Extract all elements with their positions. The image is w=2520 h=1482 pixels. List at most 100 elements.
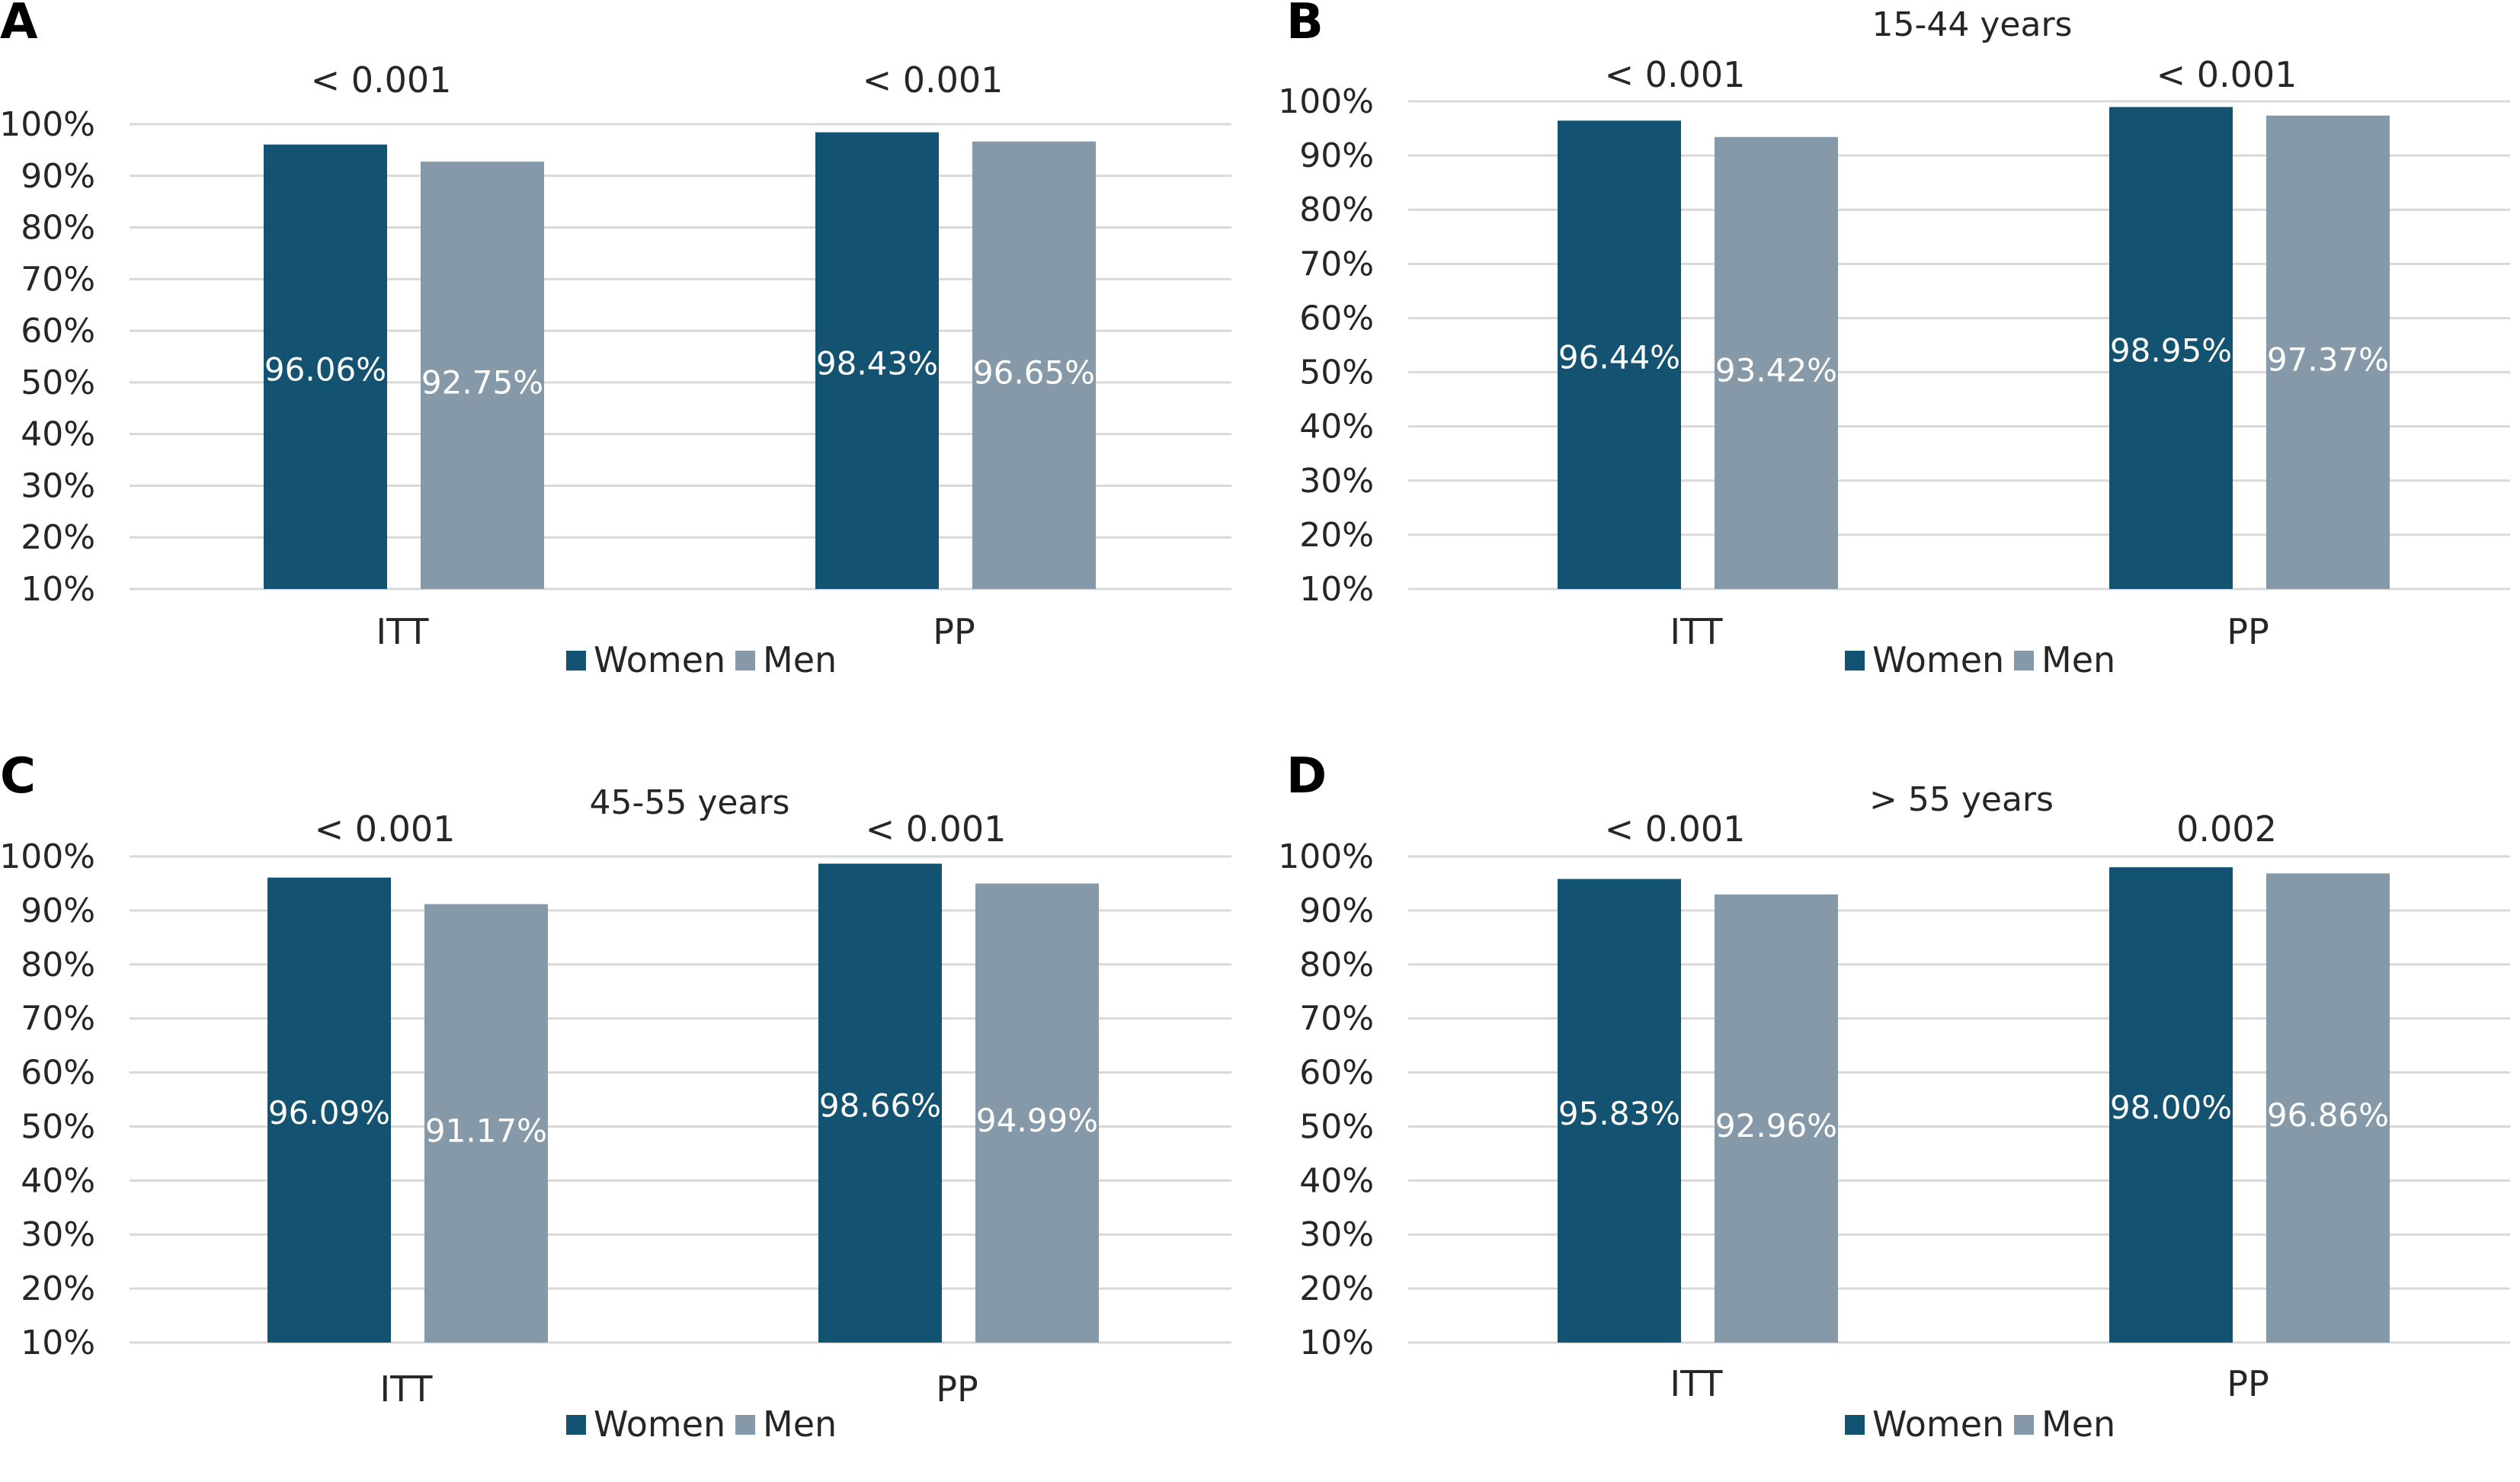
- chart-panel-c: C 45-55 years 10% 20% 30% 40% 50% 60% 70% 80% 90% 1…: [0, 748, 1231, 1445]
- p-value-label: 0.002: [2176, 808, 2277, 850]
- bar-women-itt: [264, 144, 387, 589]
- y-tick-label: 20%: [1299, 516, 1374, 555]
- bar-data-label: 98.66%: [819, 1087, 941, 1125]
- bar-data-label: 92.96%: [1715, 1107, 1837, 1144]
- chart-panel-d: D > 55 years 10% 20% 30% 40% 50% 60% 70% 80% 90% 10…: [1278, 748, 2510, 1445]
- y-tick-label: 90%: [21, 157, 95, 196]
- panel-letter: D: [1286, 748, 1327, 805]
- chart-panel-b: B 15-44 years 10% 20% 30% 40% 50% 60% 70% 80% 90% 1…: [1278, 0, 2510, 680]
- bar-data-label: 96.06%: [264, 350, 386, 388]
- bar-women-pp: [815, 132, 939, 589]
- bar-data-label: 98.95%: [2110, 332, 2232, 370]
- bar-data-label: 98.43%: [816, 344, 938, 382]
- bar-men-pp: [972, 141, 1096, 589]
- y-tick-label: 70%: [21, 260, 95, 299]
- legend-swatch-men: [2014, 1415, 2034, 1435]
- y-tick-label: 70%: [1299, 1000, 1374, 1039]
- bar-women-pp: [818, 863, 942, 1343]
- legend-swatch-women: [566, 651, 586, 671]
- p-value-label: < 0.001: [311, 59, 452, 101]
- legend: Women Men: [566, 639, 837, 680]
- bar-data-label: 92.75%: [421, 364, 543, 402]
- x-category-label: PP: [936, 1368, 978, 1410]
- y-tick-label: 50%: [21, 363, 95, 402]
- bar-women-pp: [2109, 107, 2233, 589]
- bar-women-itt: [1558, 120, 1681, 589]
- bar-data-label: 98.00%: [2110, 1089, 2232, 1126]
- y-tick-label: 50%: [21, 1107, 95, 1146]
- bar-men-itt: [1715, 136, 1838, 589]
- bar-data-label: 96.86%: [2267, 1096, 2389, 1134]
- y-tick-label: 70%: [21, 1000, 95, 1039]
- y-tick-label: 20%: [21, 1269, 95, 1308]
- legend-label-women: Women: [594, 1404, 725, 1445]
- y-tick-label: 100%: [1278, 82, 1374, 121]
- panel-letter: C: [0, 748, 36, 805]
- bar-data-label: 94.99%: [976, 1102, 1098, 1139]
- y-tick-label: 80%: [21, 209, 95, 248]
- y-tick-label: 80%: [1299, 190, 1374, 229]
- x-category-label: PP: [2227, 611, 2269, 652]
- x-category-label: PP: [2227, 1363, 2269, 1404]
- legend-label-women: Women: [1872, 1404, 2004, 1445]
- legend: Women Men: [1845, 1404, 2115, 1445]
- y-tick-label: 100%: [0, 837, 95, 876]
- bar-data-label: 95.83%: [1558, 1095, 1680, 1132]
- x-category-label: ITT: [1670, 611, 1724, 652]
- y-tick-label: 60%: [21, 312, 95, 350]
- legend-label-women: Women: [594, 639, 725, 680]
- bar-data-label: 96.65%: [973, 354, 1095, 391]
- legend-label-men: Men: [2041, 639, 2115, 680]
- y-tick-label: 60%: [1299, 1054, 1374, 1093]
- p-value-label: < 0.001: [315, 808, 456, 850]
- bar-men-pp: [975, 883, 1099, 1343]
- y-tick-label: 20%: [21, 518, 95, 557]
- chart-panel-a: A 10% 20% 30% 40% 50% 60% 70% 80% 90% 100% 96.06% 92…: [0, 0, 1231, 680]
- y-tick-label: 40%: [21, 415, 95, 454]
- y-tick-label: 30%: [1299, 1215, 1374, 1254]
- y-tick-label: 80%: [21, 946, 95, 984]
- legend-swatch-men: [735, 651, 755, 671]
- p-value-label: < 0.001: [866, 808, 1007, 850]
- legend-label-men: Men: [763, 639, 837, 680]
- y-tick-label: 10%: [1299, 570, 1374, 609]
- x-category-label: PP: [933, 611, 975, 652]
- bar-men-itt: [1715, 894, 1838, 1343]
- x-category-label: ITT: [376, 611, 430, 652]
- y-tick-label: 30%: [21, 1215, 95, 1254]
- legend-label-men: Men: [2041, 1404, 2115, 1445]
- y-tick-label: 90%: [1299, 891, 1374, 930]
- x-category-label: ITT: [380, 1368, 434, 1410]
- legend-swatch-women: [566, 1415, 586, 1435]
- y-tick-label: 50%: [1299, 354, 1374, 392]
- y-tick-label: 10%: [21, 570, 95, 609]
- bar-data-label: 96.09%: [268, 1094, 390, 1132]
- bar-men-itt: [421, 162, 544, 589]
- y-tick-label: 40%: [1299, 1161, 1374, 1200]
- y-tick-label: 100%: [0, 105, 95, 144]
- y-tick-label: 80%: [1299, 946, 1374, 984]
- bar-data-label: 93.42%: [1715, 351, 1837, 389]
- x-category-label: ITT: [1670, 1363, 1724, 1404]
- bar-women-itt: [1558, 879, 1681, 1343]
- y-tick-label: 30%: [21, 466, 95, 505]
- bar-men-pp: [2266, 873, 2390, 1343]
- y-tick-label: 20%: [1299, 1269, 1374, 1308]
- legend-label-women: Women: [1872, 639, 2004, 680]
- panel-subtitle: 15-44 years: [1872, 5, 2073, 44]
- legend-swatch-men: [735, 1415, 755, 1435]
- panel-subtitle: 45-55 years: [590, 783, 790, 822]
- bar-data-label: 91.17%: [425, 1112, 547, 1149]
- bar-data-label: 96.44%: [1558, 339, 1680, 376]
- p-value-label: < 0.001: [2157, 54, 2297, 95]
- y-tick-label: 50%: [1299, 1107, 1374, 1146]
- y-tick-label: 90%: [1299, 136, 1374, 175]
- panel-letter: B: [1286, 0, 1324, 50]
- legend-label-men: Men: [763, 1404, 837, 1445]
- y-tick-label: 40%: [21, 1161, 95, 1200]
- p-value-label: < 0.001: [1605, 54, 1746, 95]
- legend-swatch-men: [2014, 651, 2034, 671]
- bar-data-label: 97.37%: [2267, 341, 2389, 378]
- y-tick-label: 60%: [1299, 299, 1374, 338]
